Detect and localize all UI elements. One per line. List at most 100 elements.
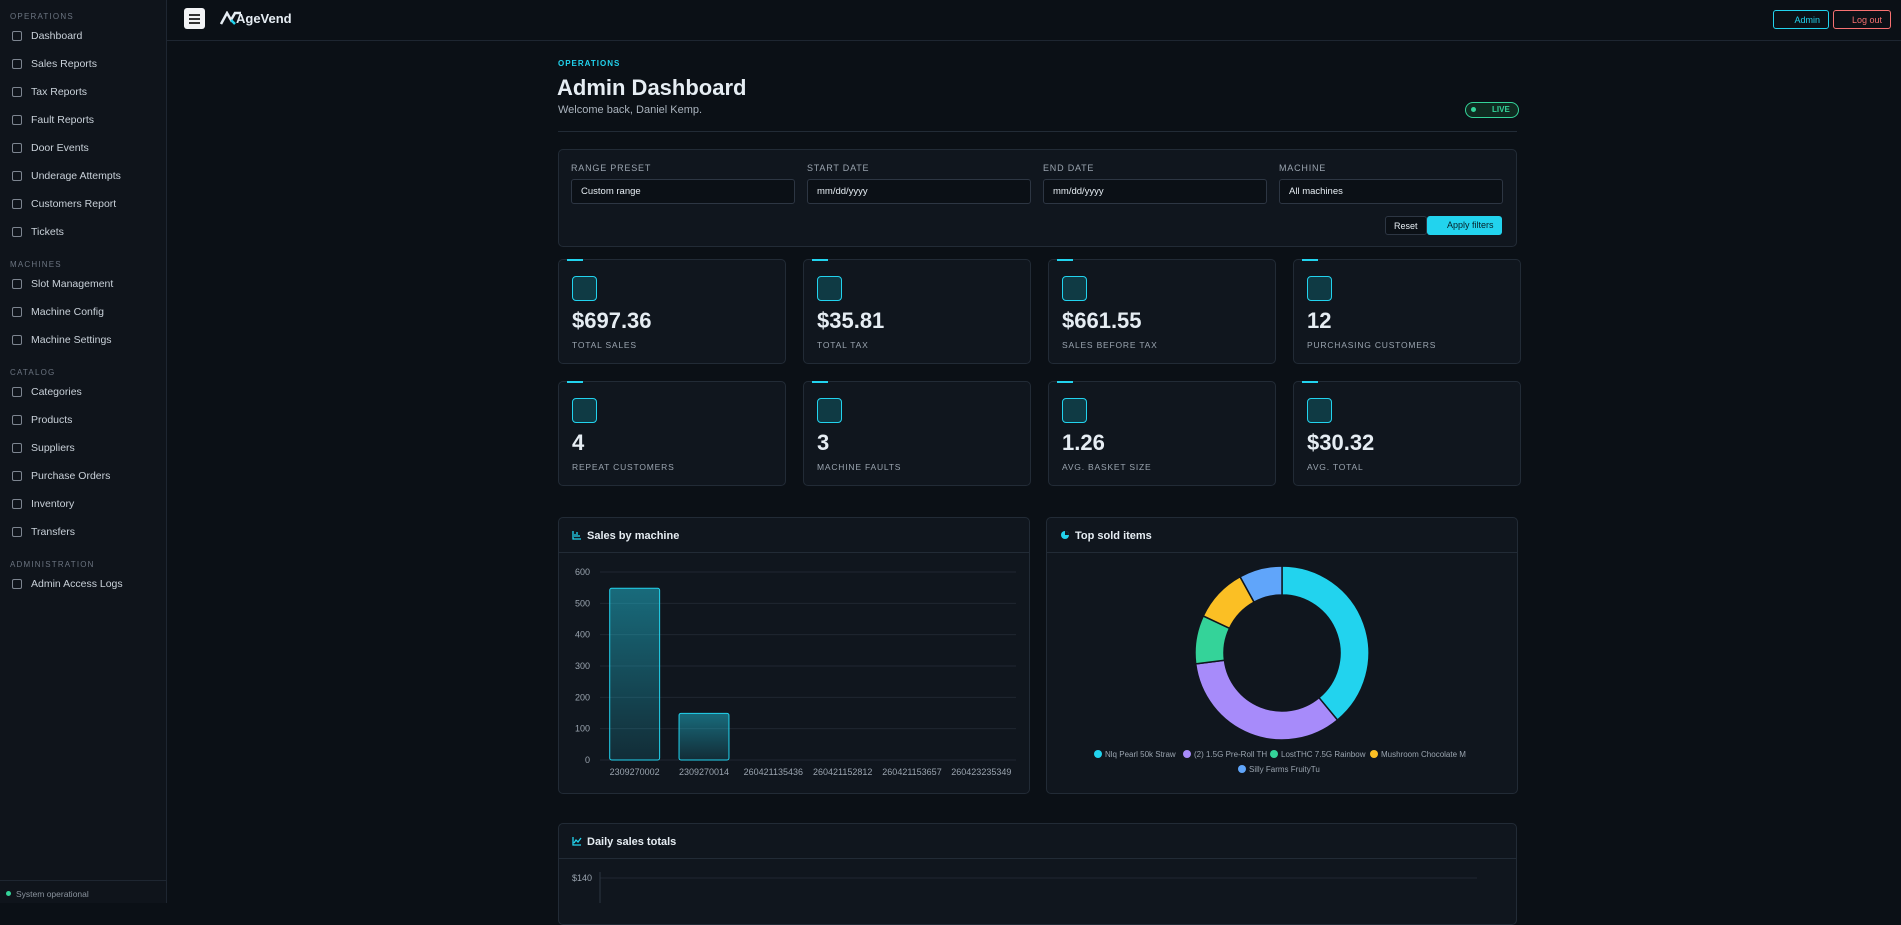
stat-card: $661.55 SALES BEFORE TAX	[1048, 259, 1276, 364]
stat-value: 3	[817, 430, 830, 455]
nav-item[interactable]: Door Events	[31, 142, 89, 154]
nav-item[interactable]: Underage Attempts	[31, 170, 121, 182]
nav-icon	[12, 307, 22, 317]
stat-icon	[817, 398, 842, 423]
nav-icon	[12, 279, 22, 289]
stat-icon	[817, 276, 842, 301]
nav-item[interactable]: Dashboard	[31, 30, 83, 42]
nav-icon	[12, 579, 22, 589]
stat-icon	[1062, 398, 1087, 423]
nav-item[interactable]: Purchase Orders	[31, 470, 111, 482]
icon	[572, 837, 582, 846]
stat-icon	[572, 398, 597, 423]
nav-icon	[12, 59, 22, 69]
sidebar: System operational OPERATIONS Dashboard Sa…	[0, 0, 167, 903]
filter-label: MACHINE	[1279, 163, 1327, 173]
stat-value: 4	[572, 430, 585, 455]
stat-card: 1.26 AVG. BASKET SIZE	[1048, 381, 1276, 486]
brand: AgeVend	[236, 11, 292, 26]
status: System operational	[16, 889, 89, 899]
stat-label: AVG. BASKET SIZE	[1062, 462, 1152, 472]
nav-item[interactable]: Machine Config	[31, 306, 104, 318]
filter-input[interactable]: Custom range	[571, 179, 795, 204]
filter-input[interactable]: mm/dd/yyyy	[1043, 179, 1267, 204]
nav-icon	[12, 31, 22, 41]
stat-value: $661.55	[1062, 308, 1142, 333]
donut-panel: Top sold items	[1046, 517, 1518, 794]
stat-card: $35.81 TOTAL TAX	[803, 259, 1031, 364]
nav-item[interactable]: Suppliers	[31, 442, 75, 454]
filter-input[interactable]: mm/dd/yyyy	[807, 179, 1031, 204]
stat-value: $697.36	[572, 308, 652, 333]
nav-icon	[12, 143, 22, 153]
accent	[1057, 381, 1073, 383]
welcome: Welcome back, Daniel Kemp.	[558, 104, 703, 116]
nav-icon	[12, 87, 22, 97]
nav-item[interactable]: Tickets	[31, 226, 64, 238]
stat-icon	[572, 276, 597, 301]
section-title: MACHINES	[10, 260, 62, 269]
nav-item[interactable]: Products	[31, 414, 73, 426]
badge-text: LIVE	[1492, 105, 1510, 114]
nav-item[interactable]: Transfers	[31, 526, 75, 538]
logo	[220, 11, 241, 25]
stat-label: TOTAL SALES	[572, 340, 637, 350]
stat-icon	[1062, 276, 1087, 301]
nav-item[interactable]: Sales Reports	[31, 58, 97, 70]
nav-icon	[12, 471, 22, 481]
stat-icon	[1307, 276, 1332, 301]
logout-button[interactable]: Log out	[1833, 10, 1891, 29]
stat-card: 3 MACHINE FAULTS	[803, 381, 1031, 486]
daily-panel: Daily sales totals	[558, 823, 1517, 925]
stat-label: PURCHASING CUSTOMERS	[1307, 340, 1437, 350]
accent	[567, 381, 583, 383]
menu-button[interactable]	[184, 8, 205, 29]
filter-label: RANGE PRESET	[571, 163, 652, 173]
nav-item[interactable]: Customers Report	[31, 198, 117, 210]
section-title: ADMINISTRATION	[10, 560, 95, 569]
stat-label: MACHINE FAULTS	[817, 462, 902, 472]
filter-input[interactable]: All machines	[1279, 179, 1503, 204]
nav-item[interactable]: Categories	[31, 386, 82, 398]
nav-icon	[12, 415, 22, 425]
nav-item[interactable]: Inventory	[31, 498, 75, 510]
accent	[1302, 381, 1318, 383]
filter-label: START DATE	[807, 163, 870, 173]
nav-icon	[12, 443, 22, 453]
accent	[1302, 259, 1318, 261]
stat-value: 12	[1307, 308, 1332, 333]
stat-label: TOTAL TAX	[817, 340, 869, 350]
section-title: OPERATIONS	[10, 12, 74, 21]
bar-panel: Sales by machine	[558, 517, 1030, 794]
section-title: CATALOG	[10, 368, 56, 377]
live-badge: LIVE	[1465, 102, 1519, 118]
stat-card: $697.36 TOTAL SALES	[558, 259, 786, 364]
nav-item[interactable]: Tax Reports	[31, 86, 88, 98]
status-dot	[6, 891, 11, 896]
chart-title: Top sold items	[1075, 530, 1152, 542]
apply-button[interactable]: Apply filters	[1427, 216, 1502, 235]
topbar: AgeVend Admin Log out	[167, 0, 1901, 41]
reset-button[interactable]: Reset	[1385, 216, 1427, 235]
admin-button[interactable]: Admin	[1773, 10, 1829, 29]
nav-icon	[12, 199, 22, 209]
stat-card: 4 REPEAT CUSTOMERS	[558, 381, 786, 486]
nav-item[interactable]: Machine Settings	[31, 334, 112, 346]
nav-icon	[12, 499, 22, 509]
stat-label: AVG. TOTAL	[1307, 462, 1364, 472]
nav-item[interactable]: Slot Management	[31, 278, 114, 290]
accent	[567, 259, 583, 261]
page-title: Admin Dashboard	[557, 75, 747, 100]
filters: RANGE PRESET Custom range START DATE mm/dd/…	[558, 149, 1517, 247]
icon	[572, 531, 581, 540]
nav-item[interactable]: Fault Reports	[31, 114, 95, 126]
nav-icon	[12, 335, 22, 345]
chart-title: Daily sales totals	[587, 836, 677, 848]
nav-icon	[12, 227, 22, 237]
nav-icon	[12, 115, 22, 125]
stat-icon	[1307, 398, 1332, 423]
accent	[1057, 259, 1073, 261]
accent	[812, 381, 828, 383]
nav-item[interactable]: Admin Access Logs	[31, 578, 123, 590]
